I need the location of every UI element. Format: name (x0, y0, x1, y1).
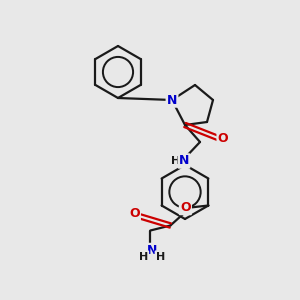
Text: O: O (218, 131, 228, 145)
Text: H: H (156, 251, 165, 262)
Text: O: O (180, 201, 191, 214)
Text: H: H (139, 251, 148, 262)
Text: N: N (179, 154, 189, 167)
Text: N: N (167, 94, 177, 106)
Text: H: H (171, 156, 181, 166)
Text: O: O (129, 207, 140, 220)
Text: N: N (147, 244, 158, 257)
